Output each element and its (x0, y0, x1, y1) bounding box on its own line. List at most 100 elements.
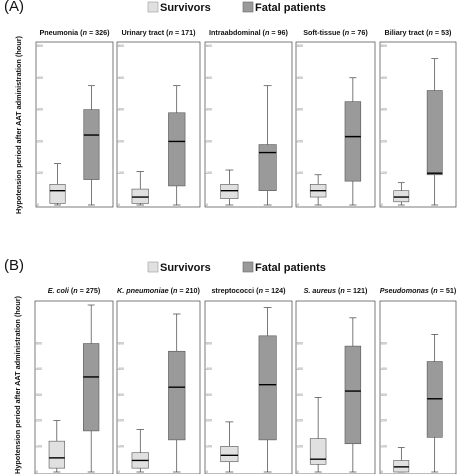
subplot-frame (34, 300, 114, 474)
subplot-frame (379, 300, 457, 474)
box-iqr (49, 184, 66, 204)
box-iqr (426, 90, 443, 176)
y-tick-label: 400 (381, 76, 387, 80)
subplot-title-count: = 124) (263, 286, 286, 295)
subplot-title-n: n (83, 28, 88, 37)
y-tick-label: 100 (36, 444, 42, 448)
box-iqr (220, 446, 239, 463)
y-tick-label: 0 (206, 470, 208, 474)
y-axis-label: Hypotension period after AAT administrat… (14, 35, 23, 214)
legend: Survivors Fatal patients (147, 261, 326, 274)
subplot-title-organism: S. aureus (304, 286, 336, 295)
y-tick-label: 300 (297, 393, 303, 397)
y-tick-label: 400 (118, 76, 124, 80)
y-tick-label: 500 (381, 44, 387, 48)
subplot-title: Soft-tissue (n = 76) (303, 28, 368, 37)
box-survivors (309, 397, 327, 473)
box-fatal (258, 307, 277, 473)
y-tick-label: 200 (118, 139, 124, 143)
box-iqr (48, 440, 65, 469)
y-tick-label: 500 (206, 342, 212, 346)
y-tick-label: 100 (297, 171, 303, 175)
y-tick-label: 0 (37, 203, 39, 207)
subplot-title-n: n (345, 28, 350, 37)
subplot-1: Pneumonia (n = 326) 0 100 200 300 400 500 (35, 28, 114, 208)
subplot-title-n: n (173, 286, 178, 295)
y-tick-label: 200 (297, 139, 303, 143)
legend-label-fatal: Fatal patients (255, 262, 326, 274)
legend-swatch-fatal (242, 1, 254, 13)
y-tick-label: 400 (36, 367, 42, 371)
y-tick-label: 200 (297, 419, 303, 423)
box-iqr (258, 335, 277, 441)
legend-label-survivors: Survivors (160, 2, 211, 14)
box-fatal (344, 77, 362, 206)
y-tick-label: 500 (37, 44, 43, 48)
subplot-title: Urinary tract (n = 171) (121, 28, 196, 37)
subplot-title-n: n (340, 286, 345, 295)
y-tick-label: 300 (37, 108, 43, 112)
panel-label: (A) (4, 0, 24, 15)
box-fatal (168, 313, 186, 473)
box-iqr (344, 345, 362, 445)
y-tick-label: 400 (206, 76, 212, 80)
subplot-title-open: ( (169, 286, 174, 295)
panel-a: (A) Survivors Fatal patients Hypotension pe… (4, 0, 457, 214)
y-tick-label: 300 (381, 393, 387, 397)
y-axis-label: Hypotension period after AAT administrat… (13, 295, 22, 474)
subplot-frame (35, 41, 114, 208)
legend-swatch-fatal (242, 261, 254, 273)
subplot-3: Intraabdominal (n = 96) 0 100 200 300 400 500 (204, 28, 293, 208)
subplot-2: Urinary tract (n = 171) 0 100 200 300 400 500 (116, 28, 201, 208)
box-iqr (83, 343, 100, 432)
box-fatal (83, 304, 100, 473)
box-fatal (344, 317, 362, 473)
subplot-title-text: Urinary tract ( (121, 28, 169, 37)
subplot-title-count: = 96) (269, 28, 288, 37)
subplot-title-count: = 121) (345, 286, 368, 295)
subplot-title-n: n (73, 286, 78, 295)
box-fatal (168, 85, 186, 206)
subplot-title-count: = 51) (438, 286, 457, 295)
legend: Survivors Fatal patients (147, 1, 326, 14)
y-tick-label: 300 (206, 393, 212, 397)
subplot-frame (116, 300, 201, 474)
y-tick-label: 100 (206, 171, 212, 175)
y-tick-label: 0 (36, 470, 38, 474)
box-iqr (168, 112, 186, 187)
y-tick-label: 400 (206, 367, 212, 371)
legend-swatch-survivors (147, 1, 159, 13)
y-tick-label: 100 (381, 171, 387, 175)
y-tick-label: 0 (297, 203, 299, 207)
box-iqr (258, 144, 277, 191)
y-tick-label: 100 (297, 444, 303, 448)
y-tick-label: 500 (297, 44, 303, 48)
legend-label-fatal: Fatal patients (255, 2, 326, 14)
box-iqr (220, 184, 239, 199)
box-fatal (258, 85, 277, 206)
box-iqr (131, 188, 149, 204)
y-tick-label: 100 (118, 171, 124, 175)
subplot-title-n: n (265, 28, 270, 37)
subplot-title-count: = 326) (87, 28, 110, 37)
box-survivors (393, 182, 410, 206)
subplot-title-n: n (428, 28, 433, 37)
subplot-title: Pneumonia (n = 326) (39, 28, 110, 37)
subplot-3: streptococci (n = 124) 0 100 200 300 400 500 (204, 286, 293, 474)
subplot-frame (204, 41, 293, 208)
y-tick-label: 400 (297, 367, 303, 371)
subplot-frame (116, 41, 201, 208)
y-tick-label: 100 (118, 444, 124, 448)
y-tick-label: 100 (206, 444, 212, 448)
subplot-title-count: = 275) (78, 286, 101, 295)
box-fatal (426, 334, 443, 473)
subplot-frame (295, 41, 376, 208)
y-tick-label: 100 (381, 444, 387, 448)
subplot-frame (295, 300, 376, 474)
y-tick-label: 300 (36, 393, 42, 397)
y-tick-label: 0 (206, 203, 208, 207)
subplot-4: S. aureus (n = 121) 0 100 200 300 400 500 (295, 286, 376, 474)
y-tick-label: 0 (297, 470, 299, 474)
y-tick-label: 300 (118, 393, 124, 397)
subplot-title-text: Soft-tissue ( (303, 28, 345, 37)
